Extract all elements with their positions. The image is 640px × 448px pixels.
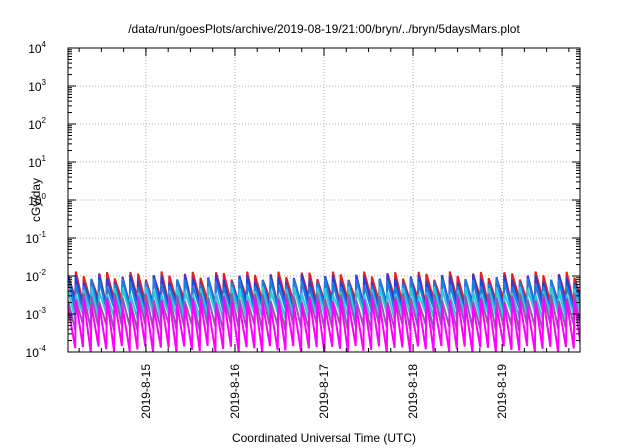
series-line-4	[68, 286, 580, 320]
y-tick-label: 102	[28, 116, 46, 132]
y-tick-base: 10	[26, 308, 40, 322]
y-tick-label: 104	[28, 40, 46, 56]
y-tick-exponent: 4	[42, 40, 47, 49]
series-line-3	[68, 278, 580, 314]
x-tick-label: 2019-8-16	[228, 364, 242, 419]
y-tick-label: 10-1	[26, 230, 47, 246]
x-axis-label: Coordinated Universal Time (UTC)	[232, 431, 416, 445]
x-tick-label: 2019-8-15	[139, 364, 153, 419]
y-tick-base: 10	[28, 194, 42, 208]
y-tick-base: 10	[28, 156, 42, 170]
y-tick-base: 10	[28, 118, 42, 132]
x-tick-label: 2019-8-17	[317, 364, 331, 419]
y-tick-label: 103	[28, 78, 46, 94]
y-tick-label: 100	[28, 192, 46, 208]
y-tick-base: 10	[28, 42, 42, 56]
y-tick-exponent: -3	[39, 306, 47, 315]
y-tick-base: 10	[26, 270, 40, 284]
y-axis-label: cGy/day	[29, 178, 43, 222]
x-tick-label: 2019-8-19	[495, 364, 509, 419]
y-tick-exponent: -1	[39, 230, 47, 239]
y-tick-base: 10	[26, 232, 40, 246]
x-axis-ticks: 2019-8-15 2019-8-16 2019-8-17 2019-8-18 2019…	[78, 48, 570, 419]
chart-title: /data/run/goesPlots/archive/2019-08-19/2…	[128, 22, 520, 36]
y-tick-label: 10-3	[26, 306, 47, 322]
x-tick-label: 2019-8-18	[406, 364, 420, 419]
y-tick-exponent: -4	[39, 344, 47, 353]
series-line-5	[68, 293, 580, 332]
grid-lines	[68, 48, 580, 352]
y-tick-exponent: -2	[39, 268, 47, 277]
y-tick-exponent: 1	[42, 154, 47, 163]
y-tick-base: 10	[28, 80, 42, 94]
series-group	[68, 271, 580, 352]
y-tick-label: 10-4	[26, 344, 47, 360]
y-tick-exponent: 0	[42, 192, 47, 201]
y-tick-base: 10	[26, 346, 40, 360]
y-tick-exponent: 3	[42, 78, 47, 87]
y-tick-label: 10-2	[26, 268, 47, 284]
series-line-6	[68, 297, 580, 352]
y-tick-label: 101	[28, 154, 46, 170]
y-tick-exponent: 2	[42, 116, 47, 125]
